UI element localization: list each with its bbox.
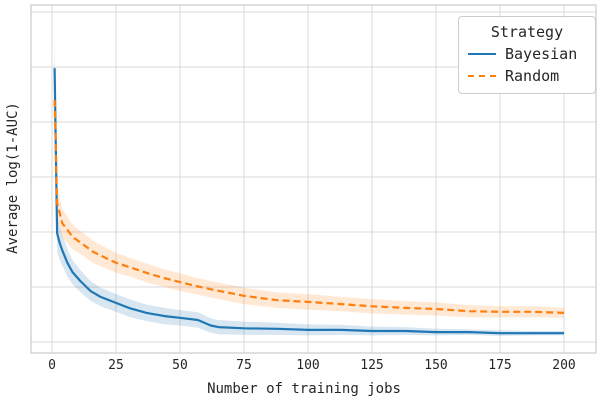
- solid-line-swatch-icon: [468, 53, 496, 55]
- x-tick-label: 25: [108, 358, 124, 373]
- x-tick-label: 75: [236, 358, 252, 373]
- confidence-band-bayesian: [54, 29, 564, 336]
- x-tick-label: 0: [48, 358, 56, 373]
- x-axis-tick-labels: 0 25 50 75 100 125 150 175 200: [0, 357, 600, 375]
- x-tick-label: 200: [552, 358, 576, 373]
- x-axis-label: Number of training jobs: [207, 381, 401, 397]
- series-line-random: [53, 99, 565, 314]
- legend-entry-label: Random: [505, 67, 560, 85]
- plot-frame: [30, 4, 597, 354]
- x-tick-label: 150: [424, 358, 448, 373]
- dashed-line-swatch-icon: [468, 75, 496, 77]
- x-tick-label: 50: [172, 358, 188, 373]
- series-line-bayesian: [53, 68, 564, 335]
- legend-entry-random: Random: [468, 65, 586, 87]
- legend-title: Strategy: [490, 23, 564, 41]
- x-tick-label: 125: [360, 358, 384, 373]
- legend-entry-label: Bayesian: [505, 45, 578, 63]
- x-tick-label: 100: [296, 358, 320, 373]
- legend-entry-bayesian: Bayesian: [468, 43, 586, 65]
- y-axis-label: Average log(1-AUC): [5, 102, 21, 254]
- confidence-band-random: [54, 75, 564, 318]
- legend: Strategy Bayesian Random: [458, 16, 596, 94]
- x-tick-label: 175: [488, 358, 512, 373]
